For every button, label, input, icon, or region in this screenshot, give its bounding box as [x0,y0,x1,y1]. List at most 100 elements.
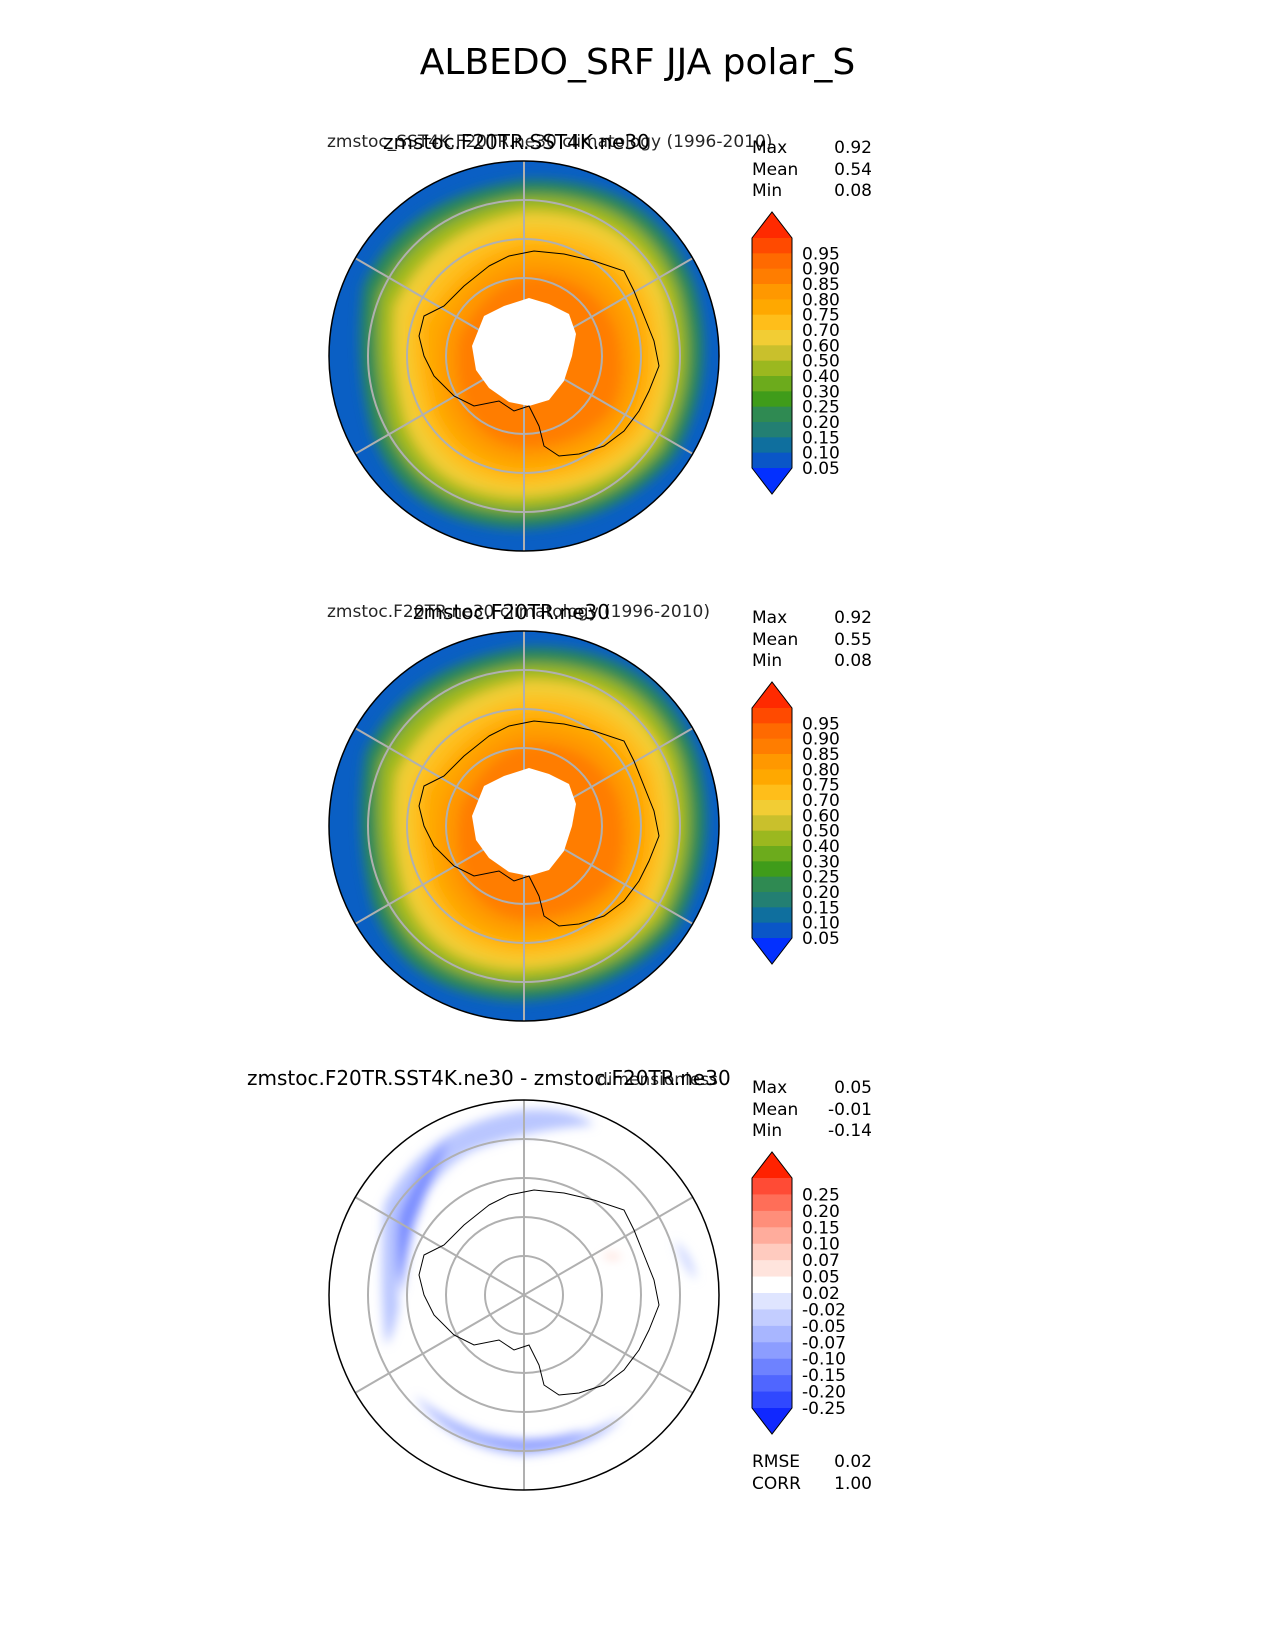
colorbar-segment [752,907,792,924]
coastline [418,250,660,457]
figure-title: ALBEDO_SRF JJA polar_S [419,42,856,83]
colorbar-extend-max [752,212,792,238]
colorbar-segment [752,1276,792,1294]
colorbar-tick-label: 0.20 [802,883,840,903]
colorbar-segment [752,1342,792,1360]
colorbar-tick-label: 0.25 [802,398,840,418]
colorbar-tick-label: 0.40 [802,367,840,387]
colorbar-extend-max [752,1152,792,1178]
colorbar-tick-label: 0.25 [802,868,840,888]
colorbar-tick-label: 0.60 [802,806,840,826]
colorbar-tick-label: 0.40 [802,837,840,857]
colorbar-segment [752,299,792,316]
panel-1-map [328,160,720,552]
colorbar-tick-label: -0.10 [802,1350,846,1370]
panel-3-title: zmstoc.F20TR.SST4K.ne30 - zmstoc.F20TR.n… [247,1066,731,1090]
colorbar-segment [752,1309,792,1327]
colorbar-segment [752,422,792,438]
panel-1-title: zmstoc.F20TR.SST4K.ne30 [383,130,650,154]
colorbar-segment [752,314,792,331]
colorbar-segment [752,1210,792,1228]
max-value: 0.05 [834,1078,872,1098]
colorbar-tick-label: 0.85 [802,745,840,765]
panel-3-map [328,1099,720,1491]
max-value: 0.92 [834,608,872,628]
colorbar-tick-label: 0.50 [802,352,840,372]
colorbar-tick-label: 0.70 [802,791,840,811]
colorbar-tick-label: 0.15 [802,1218,840,1238]
panel-3-extra-stats: RMSE 0.02 CORR 1.00 [752,1452,872,1494]
colorbar-segment [752,1243,792,1261]
panel-2-map [328,630,720,1022]
colorbar-tick-label: 0.15 [802,428,840,448]
min-value: -0.14 [828,1121,872,1141]
grid-lines [354,1100,694,1490]
colorbar-tick-label: 0.75 [802,306,840,326]
colorbar-tick-label: 0.07 [802,1251,840,1271]
colorbar-tick-label: 0.05 [802,929,840,949]
panel-2-stats: Max 0.92 Mean 0.55 Min 0.08 [752,608,872,671]
panel-2-colorbar: 0.950.900.850.800.750.700.600.500.400.30… [751,681,840,965]
colorbar-segment [752,846,792,862]
colorbar-tick-label: 0.05 [802,459,840,479]
colorbar-outline [751,1151,793,1435]
coastline [418,720,660,927]
colorbar-tick-label: 0.50 [802,822,840,842]
colorbar-segment [752,452,792,469]
corr-value: 1.00 [834,1473,872,1494]
max-value: 0.92 [834,138,872,158]
colorbar-segment [752,754,792,770]
colorbar-tick-label: 0.10 [802,1235,840,1255]
colorbar-segment [752,922,792,939]
colorbar-segment [752,876,792,893]
panel-1-stats: Max 0.92 Mean 0.54 Min 0.08 [752,138,872,201]
colorbar-segment [752,268,792,285]
colorbar-outline [751,681,793,965]
colorbar-tick-label: 0.20 [802,1202,840,1222]
colorbar-tick-label: 0.95 [802,714,840,734]
colorbar-tick-label: 0.90 [802,260,840,280]
colorbar-tick-label: 0.10 [802,444,840,464]
min-value: 0.08 [834,181,872,201]
colorbar-segment [752,360,792,377]
colorbar-segment [752,1375,792,1393]
mean-value: -0.01 [828,1099,872,1120]
colorbar-segment [752,376,792,392]
colorbar-segment [752,830,792,847]
colorbar-extend-max [752,682,792,708]
colorbar-segment [752,892,792,908]
colorbar-segment [752,284,792,300]
colorbar-segment [752,723,792,740]
rmse-value: 0.02 [834,1452,872,1472]
colorbar-tick-label: -0.07 [802,1333,846,1353]
colorbar-segment [752,1260,792,1278]
colorbar-tick-label: 0.25 [802,1185,840,1205]
colorbar-tick-label: 0.90 [802,730,840,750]
colorbar-tick-label: -0.05 [802,1317,846,1337]
colorbar-extend-min [752,1408,792,1434]
colorbar-tick-label: 0.30 [802,852,840,872]
colorbar-tick-label: -0.15 [802,1366,846,1386]
colorbar-tick-label: 0.80 [802,760,840,780]
panel-2-subtitle: zmstoc.F20TR.ne30 climatology (1996-2010… [327,602,710,622]
mean-value: 0.55 [834,629,872,650]
colorbar-tick-label: 0.70 [802,321,840,341]
colorbar-segment [752,708,792,724]
colorbar-segment [752,815,792,832]
panel-3-colorbar: 0.250.200.150.100.070.050.02-0.02-0.05-0… [751,1151,846,1435]
colorbar-tick-label: 0.02 [802,1284,840,1304]
colorbar-segment [752,1325,792,1343]
colorbar-segment [752,1194,792,1212]
colorbar-tick-label: 0.05 [802,1268,840,1288]
min-value: 0.08 [834,651,872,671]
colorbar-outline [751,211,793,495]
colorbar-segment [752,330,792,346]
panel-3-subtitle: dimensionless [597,1070,718,1090]
panel-1-subtitle: zmstoc_SST4K.F20TR.ne30 climatology (199… [327,132,773,152]
panel-3-stats: Max 0.05 Mean -0.01 Min -0.14 [752,1078,872,1141]
colorbar-segment [752,861,792,878]
colorbar-segment [752,345,792,362]
colorbar-segment [752,738,792,755]
colorbar-tick-label: 0.20 [802,413,840,433]
colorbar-extend-min [752,938,792,964]
